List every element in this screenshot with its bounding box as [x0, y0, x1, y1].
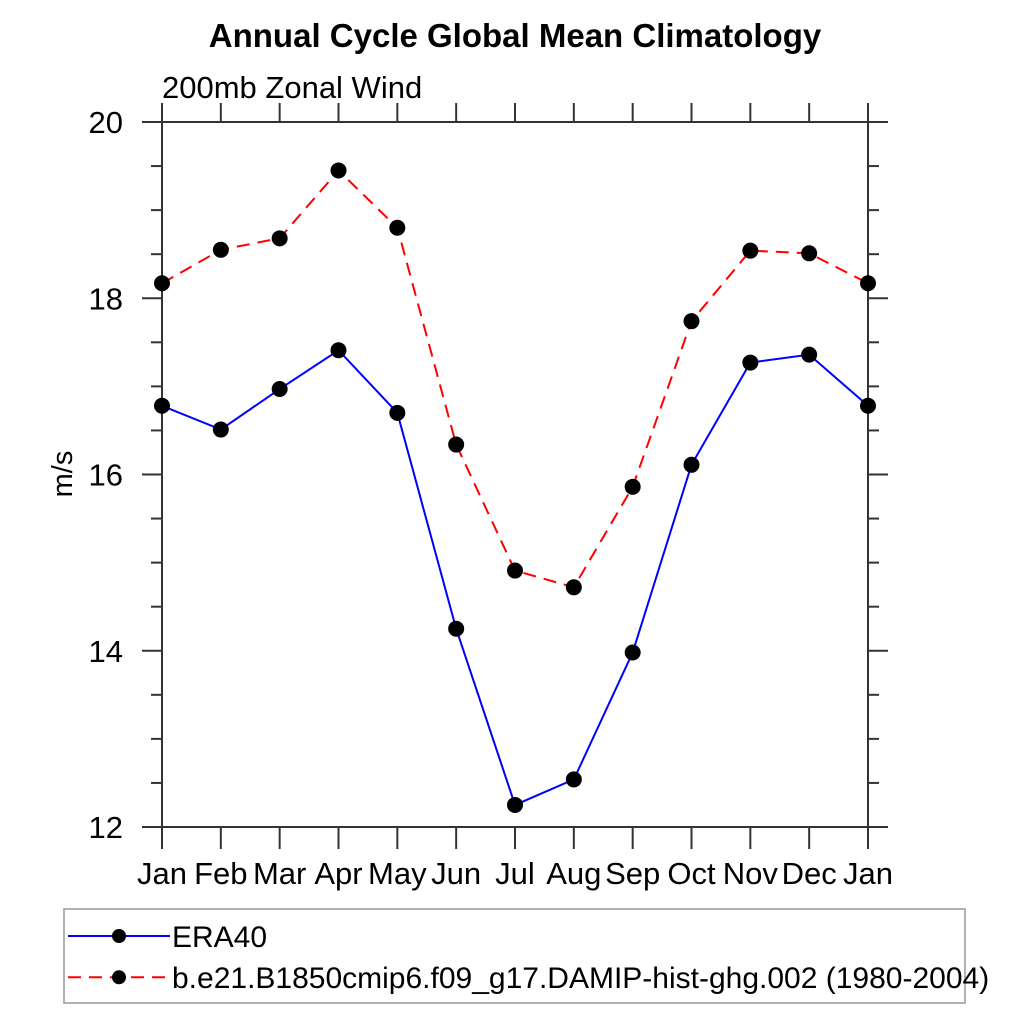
chart-title: Annual Cycle Global Mean Climatology: [209, 17, 822, 54]
x-tick-label: Jan: [137, 856, 187, 891]
series-line-1: [161, 169, 869, 589]
series-marker: [212, 421, 229, 438]
tick-labels: Jan Feb Mar Apr May Jun Jul Aug Sep Oct Nov Dec Jan1…: [89, 105, 893, 891]
x-tick-label: Jun: [431, 856, 481, 891]
y-tick-label: 12: [89, 810, 123, 845]
y-tick-label: 20: [89, 105, 123, 140]
plot-frame: [161, 121, 869, 828]
y-tick-label: 14: [89, 634, 123, 669]
x-tick-label: Apr: [314, 856, 362, 891]
series-marker: [801, 245, 818, 262]
series-marker: [389, 219, 406, 236]
series-marker: [860, 397, 876, 414]
y-tick-label: 16: [89, 458, 123, 493]
series-marker: [271, 381, 288, 398]
series-marker: [742, 354, 759, 371]
legend-sample-marker-0: [112, 929, 126, 943]
series-marker: [683, 456, 700, 473]
x-tick-label: Jan: [843, 856, 893, 891]
x-tick-label: Nov: [723, 856, 779, 891]
series-marker: [154, 275, 170, 292]
legend-line-samples: [68, 929, 170, 985]
series-marker: [448, 436, 465, 453]
legend: ERA40 b.e21.B1850cmip6.f09_g17.DAMIP-his…: [63, 908, 989, 1004]
series-marker: [154, 397, 170, 414]
series-marker: [271, 230, 288, 247]
data-series: [154, 162, 876, 813]
x-tick-label: Mar: [253, 856, 306, 891]
axes: [142, 103, 888, 849]
series-marker: [507, 796, 523, 813]
x-tick-label: Jul: [495, 856, 535, 891]
x-tick-label: Feb: [194, 856, 247, 891]
series-marker: [565, 771, 582, 788]
series-marker: [683, 313, 700, 330]
series-marker: [212, 241, 229, 258]
series-marker: [330, 162, 347, 179]
series-marker: [389, 404, 406, 421]
series-marker: [448, 620, 465, 637]
series-marker: [507, 562, 523, 579]
y-tick-label: 18: [89, 281, 123, 316]
legend-label-model: b.e21.B1850cmip6.f09_g17.DAMIP-hist-ghg.…: [172, 962, 989, 995]
series-marker: [801, 346, 818, 363]
x-tick-label: Dec: [782, 856, 837, 891]
x-tick-label: Aug: [546, 856, 601, 891]
series-marker: [860, 275, 876, 292]
chart-subtitle: 200mb Zonal Wind: [162, 70, 422, 105]
series-marker: [565, 579, 582, 596]
y-axis-label: m/s: [47, 451, 79, 498]
x-tick-label: Oct: [667, 856, 716, 891]
series-marker: [742, 242, 759, 259]
legend-box: [63, 908, 966, 1004]
legend-label-era40: ERA40: [172, 921, 267, 954]
legend-sample-marker-1: [112, 970, 126, 985]
x-tick-label: Sep: [605, 856, 660, 891]
series-marker: [624, 644, 641, 661]
series-marker: [330, 342, 347, 359]
series-marker: [624, 478, 641, 495]
x-tick-label: May: [368, 856, 427, 891]
